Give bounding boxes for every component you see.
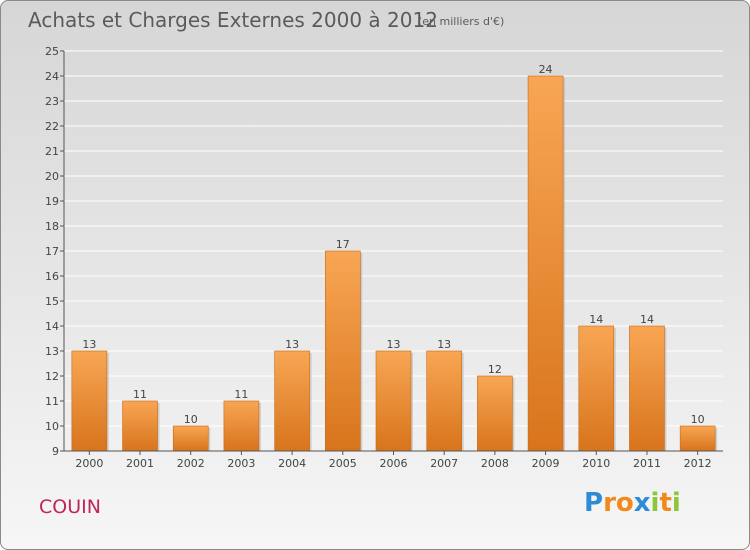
x-tick-label: 2006: [380, 457, 408, 470]
y-tick-label: 21: [45, 145, 59, 158]
y-tick-label: 23: [45, 95, 59, 108]
y-tick-label: 19: [45, 195, 59, 208]
bar-2003: [223, 400, 260, 452]
y-tick-label: 11: [45, 395, 59, 408]
x-tick-label: 2003: [227, 457, 255, 470]
y-tick-label: 13: [45, 345, 59, 358]
bar-value-label: 10: [691, 413, 705, 426]
bar-2007: [426, 350, 462, 452]
bar-2008: [477, 375, 513, 452]
logo-letter: o: [615, 488, 634, 518]
bar-2000: [71, 350, 108, 452]
x-tick-label: 2012: [684, 457, 712, 470]
x-tick-label: 2008: [481, 457, 509, 470]
x-tick-label: 2000: [75, 457, 103, 470]
bar-value-label: 11: [133, 388, 147, 401]
bar-2005: [325, 250, 361, 452]
logo-letter: i: [650, 488, 660, 518]
bar-2010: [578, 325, 615, 452]
y-tick-label: 17: [45, 245, 59, 258]
y-tick-label: 18: [45, 220, 59, 233]
bar-value-label: 13: [285, 338, 299, 351]
logo-letter: t: [659, 488, 672, 518]
bars: 13 11 10 11 13 17 13 13 12 24 14 14 10: [71, 63, 718, 452]
bar-2006: [375, 350, 412, 452]
bar-2012: [679, 425, 716, 452]
x-tick-label: 2010: [582, 457, 610, 470]
bar-2001: [122, 400, 158, 452]
bar-value-label: 11: [234, 388, 248, 401]
bar-value-label: 17: [336, 238, 350, 251]
x-tick-label: 2001: [126, 457, 154, 470]
bar-2002: [172, 425, 209, 452]
bar-2009: [527, 75, 564, 452]
x-tick-label: 2011: [633, 457, 661, 470]
x-tick-label: 2002: [177, 457, 205, 470]
y-tick-label: 22: [45, 120, 59, 133]
bar-value-label: 24: [539, 63, 553, 76]
logo-letter: i: [671, 488, 681, 518]
logo-letter: r: [603, 488, 616, 518]
y-tick-label: 10: [45, 420, 59, 433]
bar-2004: [274, 350, 310, 452]
y-tick-label: 14: [45, 320, 59, 333]
x-tick-label: 2007: [430, 457, 458, 470]
proxiti-logo: Proxiti: [584, 488, 681, 518]
x-tick-label: 2004: [278, 457, 306, 470]
chart-subtitle: (en milliers d'€): [418, 15, 505, 28]
chart-title: Achats et Charges Externes 2000 à 2012: [28, 8, 438, 32]
bar-value-label: 10: [184, 413, 198, 426]
logo-letter: P: [584, 488, 604, 518]
bar-value-label: 12: [488, 363, 502, 376]
axes: 9 10 11 12 13 14 15 16 17 18 19 20 21 22 23 24 25 2000 200…: [45, 45, 723, 470]
bar-2011: [629, 325, 665, 452]
y-tick-label: 12: [45, 370, 59, 383]
bar-value-label: 13: [387, 338, 401, 351]
x-tick-label: 2005: [329, 457, 357, 470]
y-tick-label: 9: [52, 445, 59, 458]
y-tick-label: 15: [45, 295, 59, 308]
bar-value-label: 14: [589, 313, 603, 326]
bar-value-label: 14: [640, 313, 654, 326]
logo-letter: x: [633, 488, 651, 518]
bar-value-label: 13: [82, 338, 96, 351]
y-tick-label: 24: [45, 70, 59, 83]
y-tick-label: 16: [45, 270, 59, 283]
x-tick-label: 2009: [532, 457, 560, 470]
commune-name: COUIN: [39, 496, 101, 518]
y-tick-label: 25: [45, 45, 59, 58]
bar-value-label: 13: [437, 338, 451, 351]
y-tick-label: 20: [45, 170, 59, 183]
